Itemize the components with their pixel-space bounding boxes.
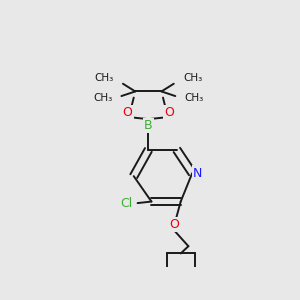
Text: CH₃: CH₃ — [93, 93, 112, 103]
Text: CH₃: CH₃ — [183, 73, 202, 82]
Text: CH₃: CH₃ — [94, 73, 114, 82]
Text: CH₃: CH₃ — [184, 93, 204, 103]
Text: O: O — [123, 106, 133, 119]
Text: B: B — [144, 119, 153, 132]
Text: N: N — [193, 167, 202, 180]
Text: Cl: Cl — [121, 196, 133, 210]
Text: O: O — [164, 106, 174, 119]
Text: O: O — [169, 218, 179, 231]
